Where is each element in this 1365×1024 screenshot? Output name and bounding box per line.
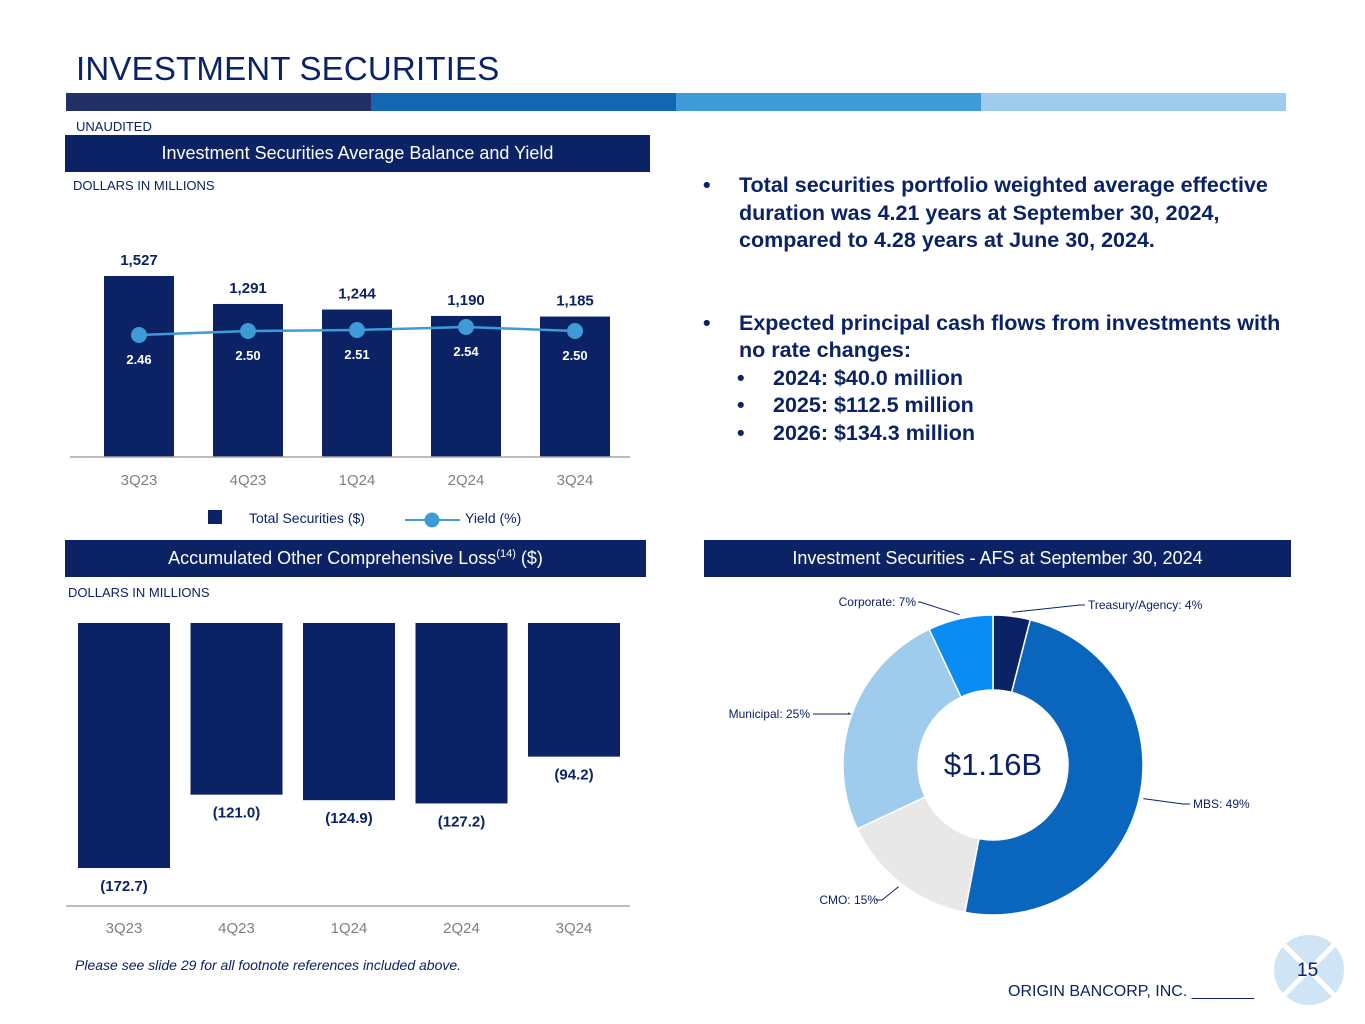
afs-panel-header: Investment Securities - AFS at September… [704,540,1291,577]
balance-tick-2Q24: 2Q24 [448,472,485,489]
sub-bullet-2025-text: 2025: $112.5 million [773,393,974,417]
balance-value-1Q24: 1,244 [338,286,376,303]
sub-bullet-2025: 2025: $112.5 million [703,392,1283,420]
balance-panel-header: Investment Securities Average Balance an… [65,135,650,172]
balance-tick-3Q24: 3Q24 [557,472,594,489]
aoci-tick-3Q24: 3Q24 [556,920,593,937]
legend-bar-label: Total Securities ($) [249,510,365,526]
logo-emblem-icon [1274,935,1344,1005]
footnote-reference: Please see slide 29 for all footnote ref… [75,957,462,973]
balance-bar-3Q23 [104,276,174,457]
yield-point-3Q24 [567,323,583,339]
bullet-duration: Total securities portfolio weighted aver… [703,172,1283,255]
yield-value-2Q24: 2.54 [453,344,479,359]
aoci-value-3Q23: (172.7) [100,878,148,895]
aoci-panel-header: Accumulated Other Comprehensive Loss(14)… [65,540,646,577]
yield-value-1Q24: 2.51 [344,347,369,362]
key-points: Total securities portfolio weighted aver… [703,172,1283,447]
balance-value-3Q24: 1,185 [556,293,594,310]
legend-bar-swatch [208,510,222,524]
balance-units-label: DOLLARS IN MILLIONS [73,178,215,193]
title-stripe-2 [371,93,676,111]
aoci-value-4Q23: (121.0) [213,805,261,822]
sub-bullet-2026-text: 2026: $134.3 million [773,420,975,445]
afs-slice-municipal [842,628,963,830]
bullet-duration-text: Total securities portfolio weighted aver… [739,173,1268,252]
bullet-cash-flows-text: Expected principal cash flows from inves… [739,310,1281,363]
balance-tick-1Q24: 1Q24 [339,472,376,489]
aoci-chart: 3Q23 4Q23 1Q24 2Q24 3Q24 (172.7) (121.0) (124.… [66,623,630,937]
sub-bullet-2024: 2024: $40.0 million [703,365,1283,393]
title-stripe-4 [981,93,1286,111]
yield-point-4Q23 [240,323,256,339]
aoci-bar-4Q23 [190,623,283,795]
balance-tick-3Q23: 3Q23 [121,472,158,489]
afs-slice-mbs [964,618,1144,916]
afs-leader-treasury-agency [1012,604,1085,613]
aoci-bar-1Q24 [303,623,395,801]
afs-leader-municipal [813,712,852,715]
yield-value-3Q24: 2.50 [562,348,587,363]
afs-label-corporate: Corporate: 7% [839,595,917,609]
afs-label-mbs: MBS: 49% [1193,797,1250,811]
balance-tick-4Q23: 4Q23 [230,472,267,489]
aoci-header-suffix: ($) [515,548,543,568]
unaudited-label: UNAUDITED [76,119,152,134]
balance-legend: Total Securities ($) Yield (%) [208,510,521,528]
balance-bar-2Q24 [431,315,501,457]
aoci-value-3Q24: (94.2) [554,767,593,784]
aoci-bar-3Q24 [528,623,620,757]
balance-value-2Q24: 1,190 [447,292,485,309]
aoci-header-text: Accumulated Other Comprehensive Loss [168,548,497,568]
aoci-tick-1Q24: 1Q24 [331,920,368,937]
sub-bullet-2024-text: 2024: $40.0 million [773,365,964,390]
page-number: 15 [1297,960,1319,981]
aoci-bar-2Q24 [415,623,508,804]
afs-donut-chart: Treasury/Agency: 4% MBS: 49% CMO: 15% Munic… [729,595,1250,916]
page-title: INVESTMENT SECURITIES [76,50,500,87]
title-stripe-3 [676,93,981,111]
afs-label-cmo: CMO: 15% [819,893,878,907]
aoci-value-2Q24: (127.2) [438,813,486,830]
balance-yield-chart: 3Q23 4Q23 1Q24 2Q24 3Q24 1,527 1,291 1,244 1,19… [70,252,630,528]
yield-value-3Q23: 2.46 [126,352,151,367]
afs-label-treasury-agency: Treasury/Agency: 4% [1088,598,1203,612]
afs-leader-mbs [1143,798,1190,805]
aoci-tick-3Q23: 3Q23 [106,920,143,937]
afs-center-total: $1.16B [944,747,1042,782]
aoci-tick-4Q23: 4Q23 [218,920,255,937]
aoci-units-label: DOLLARS IN MILLIONS [68,585,210,600]
afs-leader-corporate [918,601,960,616]
balance-value-3Q23: 1,527 [120,252,158,269]
aoci-value-1Q24: (124.9) [325,810,373,827]
aoci-header-footnote: (14) [496,548,516,560]
afs-label-municipal: Municipal: 25% [729,707,811,721]
balance-value-4Q23: 1,291 [229,280,267,297]
yield-point-2Q24 [458,319,474,335]
yield-point-1Q24 [349,322,365,338]
aoci-tick-2Q24: 2Q24 [443,920,480,937]
sub-bullet-2026: 2026: $134.3 million [703,420,1283,448]
bullet-cash-flows: Expected principal cash flows from inves… [703,310,1283,365]
balance-bar-3Q24 [540,316,610,457]
legend-line-marker [424,512,440,528]
afs-slice-corporate [928,614,994,699]
title-stripe-1 [66,93,371,111]
yield-value-4Q23: 2.50 [235,348,260,363]
afs-leader-cmo [876,886,899,901]
aoci-bar-3Q23 [78,623,170,868]
company-name: ORIGIN BANCORP, INC. _______ [1008,983,1255,1000]
yield-point-3Q23 [131,327,147,343]
legend-line-label: Yield (%) [465,510,521,526]
